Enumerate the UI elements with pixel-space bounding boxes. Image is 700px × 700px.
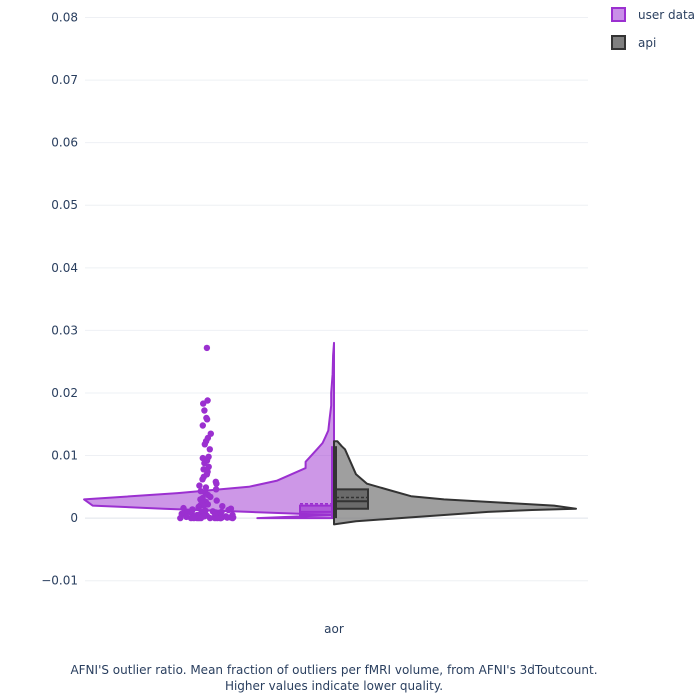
y-tick-label: 0.08 — [51, 11, 78, 25]
data-point-user-data — [213, 480, 220, 487]
y-tick-label: −0.01 — [41, 574, 78, 588]
data-point-user-data — [201, 441, 208, 448]
y-tick-label: 0 — [70, 511, 78, 525]
legend-label: api — [638, 36, 656, 50]
x-tick-label: aor — [324, 622, 344, 636]
data-point-user-data — [196, 482, 203, 489]
data-point-user-data — [203, 344, 211, 352]
y-gridlines — [85, 17, 588, 582]
violin-api — [333, 440, 577, 526]
data-point-user-data — [206, 514, 214, 522]
legend-swatch — [611, 35, 626, 50]
data-point-user-data — [203, 416, 211, 423]
legend-swatch — [611, 7, 626, 22]
y-tick-label: 0.02 — [51, 386, 78, 400]
x-axis: aor — [324, 622, 344, 636]
data-point-user-data — [201, 407, 208, 414]
data-point-user-data — [199, 476, 206, 483]
y-tick-label: 0.04 — [51, 261, 78, 275]
y-axis: −0.01 0 0.01 0.02 0.03 0.04 0.05 0.06 0.07 0.08 — [41, 11, 78, 588]
violin-plot-area — [83, 341, 577, 526]
data-point-user-data — [177, 514, 184, 522]
legend-label: user data — [638, 8, 695, 22]
data-point-user-data — [197, 514, 205, 522]
data-point-user-data — [205, 463, 212, 470]
box-user-data — [299, 504, 333, 517]
data-point-user-data — [207, 493, 214, 501]
chart-caption-line-2: Higher values indicate lower quality. — [224, 679, 444, 693]
data-point-user-data — [217, 514, 224, 522]
y-tick-label: 0.01 — [51, 449, 78, 463]
y-tick-label: 0.06 — [51, 136, 78, 150]
data-point-user-data — [190, 514, 198, 522]
data-point-user-data — [224, 514, 231, 521]
data-point-user-data — [200, 400, 207, 407]
data-point-user-data — [219, 503, 226, 510]
data-point-user-data — [225, 506, 232, 514]
chart-caption-line-1: AFNI'S outlier ratio. Mean fraction of o… — [70, 663, 598, 677]
y-tick-label: 0.03 — [51, 323, 78, 337]
data-point-user-data — [202, 484, 210, 491]
data-point-user-data — [212, 486, 220, 493]
data-point-user-data — [229, 514, 236, 522]
y-tick-label: 0.05 — [51, 198, 78, 212]
data-point-user-data — [199, 422, 206, 429]
data-point-user-data — [201, 459, 208, 467]
data-point-user-data — [206, 446, 213, 453]
data-point-user-data — [213, 497, 220, 504]
y-tick-label: 0.07 — [51, 73, 78, 87]
box-api — [335, 488, 369, 510]
legend: user data api — [611, 7, 695, 50]
violin-user-data — [83, 341, 335, 520]
